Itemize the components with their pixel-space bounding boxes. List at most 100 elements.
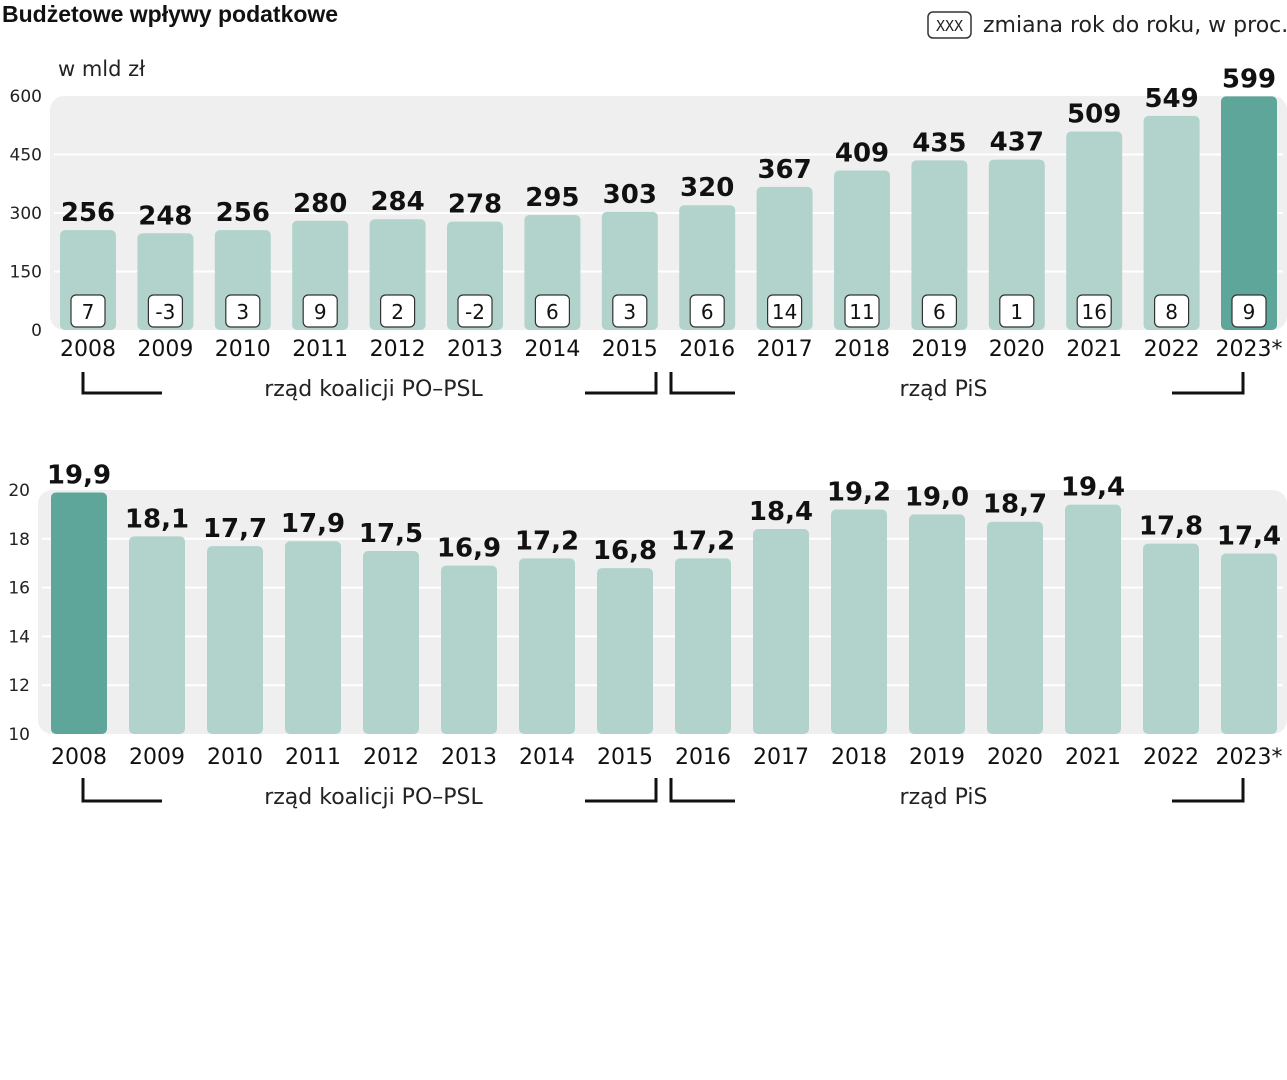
legend-box-text: XXX (936, 17, 963, 35)
y-tick-label: 600 (10, 87, 42, 107)
value-label: 256 (61, 198, 115, 228)
y-tick-label: 10 (8, 725, 30, 745)
y-tick-label: 450 (10, 146, 42, 166)
value-label: 16,9 (437, 534, 501, 564)
legend: XXX zmiana rok do roku, w proc. (927, 11, 1287, 39)
x-tick-label: 2008 (60, 337, 116, 362)
y-tick-label: 12 (8, 676, 30, 696)
bar-2022 (1143, 543, 1199, 734)
x-tick-label: 2021 (1065, 745, 1121, 770)
legend-box (927, 11, 972, 39)
change-box (689, 294, 725, 328)
bar-2015 (597, 568, 653, 734)
change-box (612, 294, 648, 328)
bar-2018 (834, 170, 890, 330)
x-tick-label: 2015 (602, 337, 658, 362)
x-tick-label: 2023* (1216, 745, 1283, 770)
value-label: 303 (603, 180, 657, 210)
y-tick-label: 18 (8, 530, 30, 550)
bar-2014 (519, 558, 575, 734)
x-tick-label: 2022 (1143, 745, 1199, 770)
x-tick-label: 2016 (675, 745, 731, 770)
x-tick-label: 2011 (292, 337, 348, 362)
change-label: 3 (236, 300, 249, 324)
x-tick-label: 2012 (363, 745, 419, 770)
group-label: rząd koalicji PO–PSL (264, 785, 483, 810)
bar-2016 (675, 558, 731, 734)
bar-2017 (753, 529, 809, 734)
change-label: -3 (155, 300, 175, 324)
change-box (1076, 294, 1112, 328)
bar-2020 (987, 521, 1043, 734)
x-tick-label: 2017 (757, 337, 813, 362)
change-box (302, 294, 338, 328)
y-tick-label: 0 (31, 321, 42, 341)
change-box (534, 294, 571, 328)
group-bracket-right (1172, 778, 1245, 803)
change-label: 1 (1010, 300, 1023, 324)
x-tick-label: 2013 (447, 337, 503, 362)
change-label: 14 (772, 300, 797, 324)
group-bracket-right (585, 778, 658, 803)
x-tick-label: 2021 (1066, 337, 1122, 362)
value-label: 17,5 (359, 519, 423, 549)
group-label: rząd PiS (900, 785, 988, 810)
x-tick-label: 2017 (753, 745, 809, 770)
value-label: 367 (757, 155, 811, 185)
bar-2021 (1066, 131, 1123, 330)
change-box (999, 294, 1035, 328)
group-bracket-left (669, 778, 735, 803)
value-label: 17,9 (281, 509, 345, 539)
group-label: rząd koalicji PO–PSL (264, 377, 483, 402)
value-label: 19,4 (1061, 473, 1125, 503)
change-box (1231, 294, 1267, 328)
y-tick-label: 14 (8, 627, 30, 647)
change-box (766, 294, 803, 328)
value-label: 437 (990, 128, 1044, 158)
x-tick-label: 2012 (370, 337, 426, 362)
value-label: 549 (1144, 84, 1198, 114)
value-label: 17,4 (1217, 521, 1281, 551)
change-box (921, 294, 958, 328)
value-label: 509 (1067, 99, 1121, 129)
x-tick-label: 2023* (1216, 337, 1283, 362)
x-tick-label: 2014 (519, 745, 575, 770)
group-bracket-left (81, 372, 162, 395)
value-label: 18,1 (125, 504, 189, 534)
x-tick-label: 2009 (137, 337, 193, 362)
x-tick-label: 2019 (911, 337, 967, 362)
change-box (147, 294, 183, 328)
value-label: 16,8 (593, 536, 657, 566)
bar-2018 (831, 509, 887, 734)
x-tick-label: 2010 (215, 337, 271, 362)
value-label: 320 (680, 173, 734, 203)
plot-background (38, 490, 1287, 734)
y-tick-label: 150 (10, 263, 42, 283)
bar-2017 (756, 186, 813, 330)
x-tick-label: 2015 (597, 745, 653, 770)
change-label: 8 (1165, 300, 1178, 324)
bar-2011 (285, 541, 341, 734)
x-tick-label: 2019 (909, 745, 965, 770)
value-label: 256 (216, 198, 270, 228)
change-label: 2 (391, 300, 404, 324)
x-tick-label: 2020 (987, 745, 1043, 770)
bar-2023* (1221, 553, 1277, 734)
value-label: 409 (835, 138, 889, 168)
value-label: 599 (1222, 64, 1276, 94)
bar-2021 (1065, 504, 1121, 734)
value-label: 278 (448, 190, 502, 220)
change-box (380, 294, 416, 328)
value-label: 18,4 (749, 497, 813, 527)
x-tick-label: 2008 (51, 745, 107, 770)
bar-2013 (441, 565, 497, 734)
x-tick-label: 2014 (524, 337, 580, 362)
change-label: 6 (701, 300, 714, 324)
legend-text: zmiana rok do roku, w proc. (983, 13, 1287, 38)
x-tick-label: 2013 (441, 745, 497, 770)
value-label: 17,7 (203, 514, 267, 544)
change-box (844, 294, 880, 328)
bar-2023* (1221, 96, 1277, 330)
value-label: 17,2 (515, 526, 579, 556)
